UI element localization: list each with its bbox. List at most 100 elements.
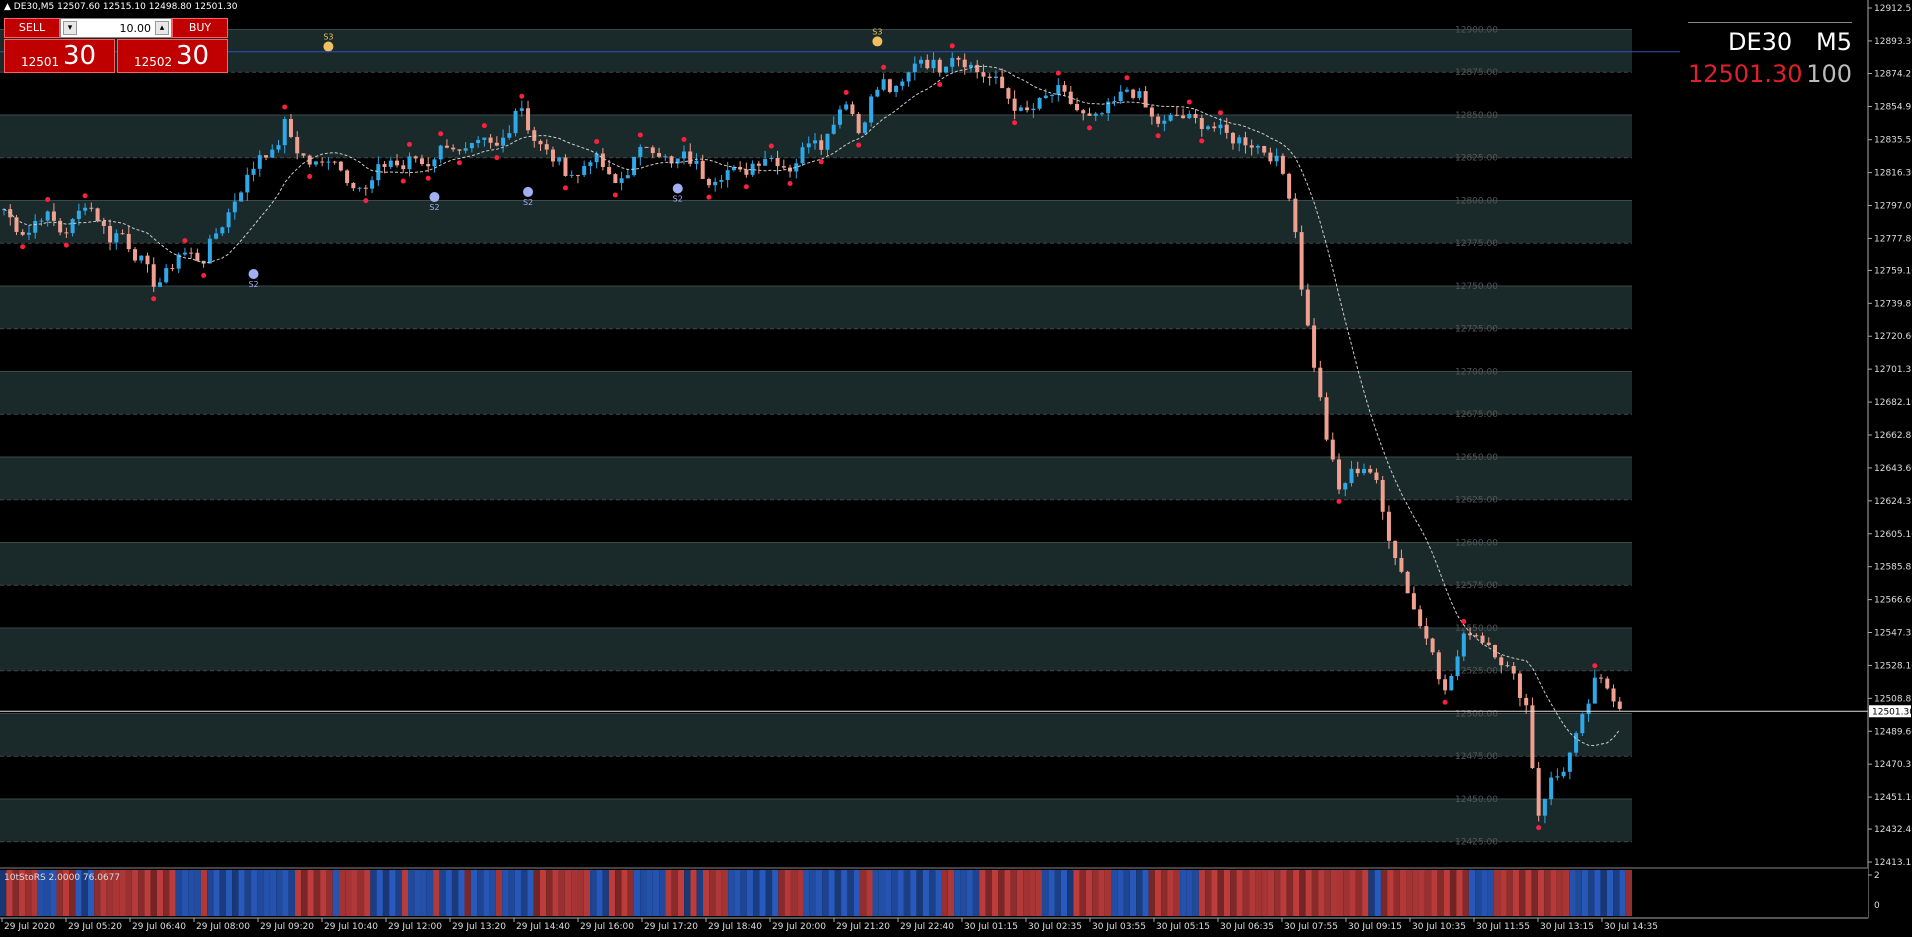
indicator-bar-up — [684, 870, 691, 916]
candle-bear — [295, 136, 300, 154]
price-band — [0, 371, 1632, 415]
axis-tick-label: 12835.55 — [1874, 136, 1912, 146]
indicator-bar-down — [533, 870, 540, 916]
swing-low-dot — [20, 244, 26, 250]
swing-low-dot — [63, 242, 69, 248]
indicator-bar-up — [263, 870, 270, 916]
indicator-bar-up — [1588, 870, 1595, 916]
candle-bear — [1599, 677, 1604, 679]
indicator-bar-down — [6, 870, 13, 916]
indicator-bar-up — [470, 870, 478, 916]
collapse-icon[interactable]: ▲ — [4, 2, 11, 12]
indicator-bar-down — [1531, 870, 1538, 916]
indicator-bar-up — [891, 870, 898, 916]
candle-bear — [351, 183, 356, 189]
price-band — [0, 798, 1632, 842]
candle-bear — [195, 252, 200, 261]
candle-bear — [64, 232, 69, 234]
candle-bear — [1243, 137, 1248, 146]
candle-bull — [207, 238, 212, 264]
band-label: 12575.00 — [1455, 581, 1498, 591]
indicator-bar-up — [910, 870, 917, 916]
candle-bear — [1268, 152, 1273, 162]
candle-bull — [83, 207, 88, 211]
candle-bear — [1262, 146, 1267, 153]
indicator-bar-down — [1556, 870, 1563, 916]
swing-low-dot — [1336, 498, 1342, 504]
time-label: 29 Jul 18:40 — [708, 922, 762, 932]
indicator-bar-down — [1167, 870, 1174, 916]
indicator-bar-down — [1079, 870, 1086, 916]
candle-bear — [1193, 113, 1198, 118]
candle-bull — [239, 192, 244, 202]
candle-bull — [276, 145, 281, 150]
symbol-timeframe: DE30,M5 — [13, 2, 55, 12]
candle-bear — [108, 225, 113, 243]
volume-decrease-icon[interactable]: ▾ — [63, 21, 77, 35]
candle-bull — [638, 146, 643, 157]
buy-button[interactable]: BUY — [172, 18, 228, 38]
swing-low-dot — [1536, 825, 1542, 831]
indicator-bar-down — [577, 870, 584, 916]
candle-bull — [164, 268, 169, 283]
candle-bear — [1605, 678, 1610, 689]
indicator-bar-up — [1487, 870, 1494, 916]
indicator-bar-up — [922, 870, 929, 916]
indicator-bar-down — [859, 870, 867, 916]
candle-bull — [919, 59, 924, 64]
indicator-bar-down — [138, 870, 145, 916]
volume-increase-icon[interactable]: ▴ — [155, 21, 169, 35]
swing-low-dot — [937, 81, 943, 87]
swing-high-dot — [481, 123, 487, 129]
time-label: 29 Jul 2020 — [4, 922, 55, 932]
candle-bull — [1043, 95, 1048, 98]
candle-bull — [1592, 677, 1597, 704]
candle-bull — [731, 166, 736, 171]
candle-bull — [251, 168, 256, 175]
sell-price-button[interactable]: 12501 30 — [4, 39, 115, 73]
indicator-bar-up — [238, 870, 245, 916]
candle-bear — [1068, 91, 1073, 104]
indicator-bar-down — [985, 870, 992, 916]
candle-bear — [1355, 468, 1360, 474]
candle-bull — [1018, 107, 1023, 111]
candle-bear — [1374, 472, 1379, 480]
buy-price-button[interactable]: 12502 30 — [117, 39, 228, 73]
swing-low-dot — [456, 160, 462, 166]
candle-bull — [681, 151, 686, 159]
indicator-bar-down — [1625, 870, 1632, 916]
indicator-bar-down — [69, 870, 76, 916]
candle-bear — [1299, 232, 1304, 290]
indicator-bar-down — [1443, 870, 1450, 916]
axis-tick-label: 12624.35 — [1874, 497, 1912, 507]
candle-bear — [850, 104, 855, 115]
time-label: 30 Jul 06:35 — [1220, 922, 1274, 932]
axis-tick-label: 12489.60 — [1874, 727, 1912, 737]
candle-bear — [1149, 107, 1154, 117]
indicator-bar-down — [1519, 870, 1526, 916]
candle-bull — [1112, 101, 1117, 103]
candle-bear — [1424, 626, 1429, 639]
sell-button[interactable]: SELL — [4, 18, 60, 38]
candle-bear — [650, 147, 655, 154]
candle-bear — [120, 233, 125, 235]
candle-bear — [1087, 113, 1092, 116]
candle-bull — [1093, 113, 1098, 116]
swing-high-dot — [949, 43, 955, 49]
axis-tick-label: 12643.60 — [1874, 464, 1912, 474]
swing-high-dot — [1218, 110, 1223, 116]
indicator-bar-down — [1004, 870, 1011, 916]
indicator-bar-down — [866, 870, 873, 916]
volume-input[interactable] — [79, 21, 151, 35]
moving-average — [3, 65, 1621, 747]
indicator-bar-down — [715, 870, 722, 916]
candle-bear — [1399, 557, 1404, 572]
indicator-bar-down — [1173, 870, 1181, 916]
candle-bear — [1468, 633, 1473, 636]
target-signal-icon — [248, 268, 259, 279]
candle-bull — [713, 181, 718, 186]
axis-tick-label: 12682.10 — [1874, 398, 1912, 408]
swing-low-dot — [1199, 138, 1205, 144]
candle-bull — [1255, 146, 1260, 148]
